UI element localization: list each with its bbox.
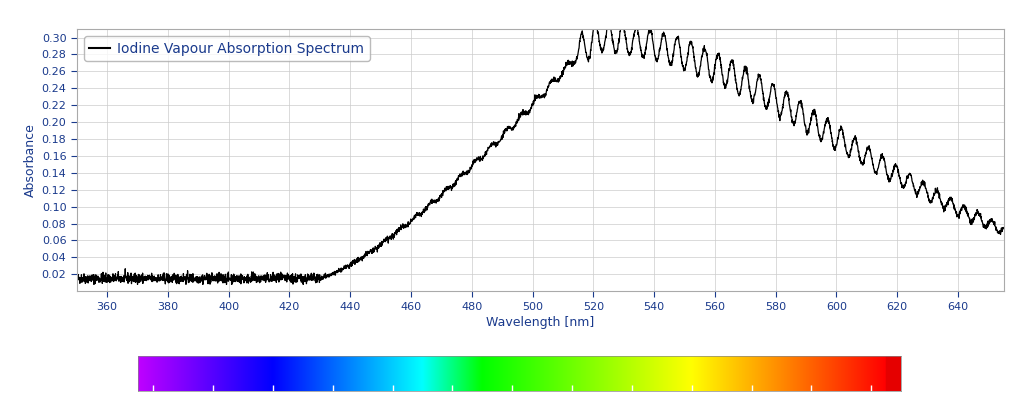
- Legend: Iodine Vapour Absorption Spectrum: Iodine Vapour Absorption Spectrum: [84, 36, 370, 61]
- X-axis label: Wavelength [nm]: Wavelength [nm]: [486, 316, 594, 329]
- Y-axis label: Absorbance: Absorbance: [25, 123, 37, 197]
